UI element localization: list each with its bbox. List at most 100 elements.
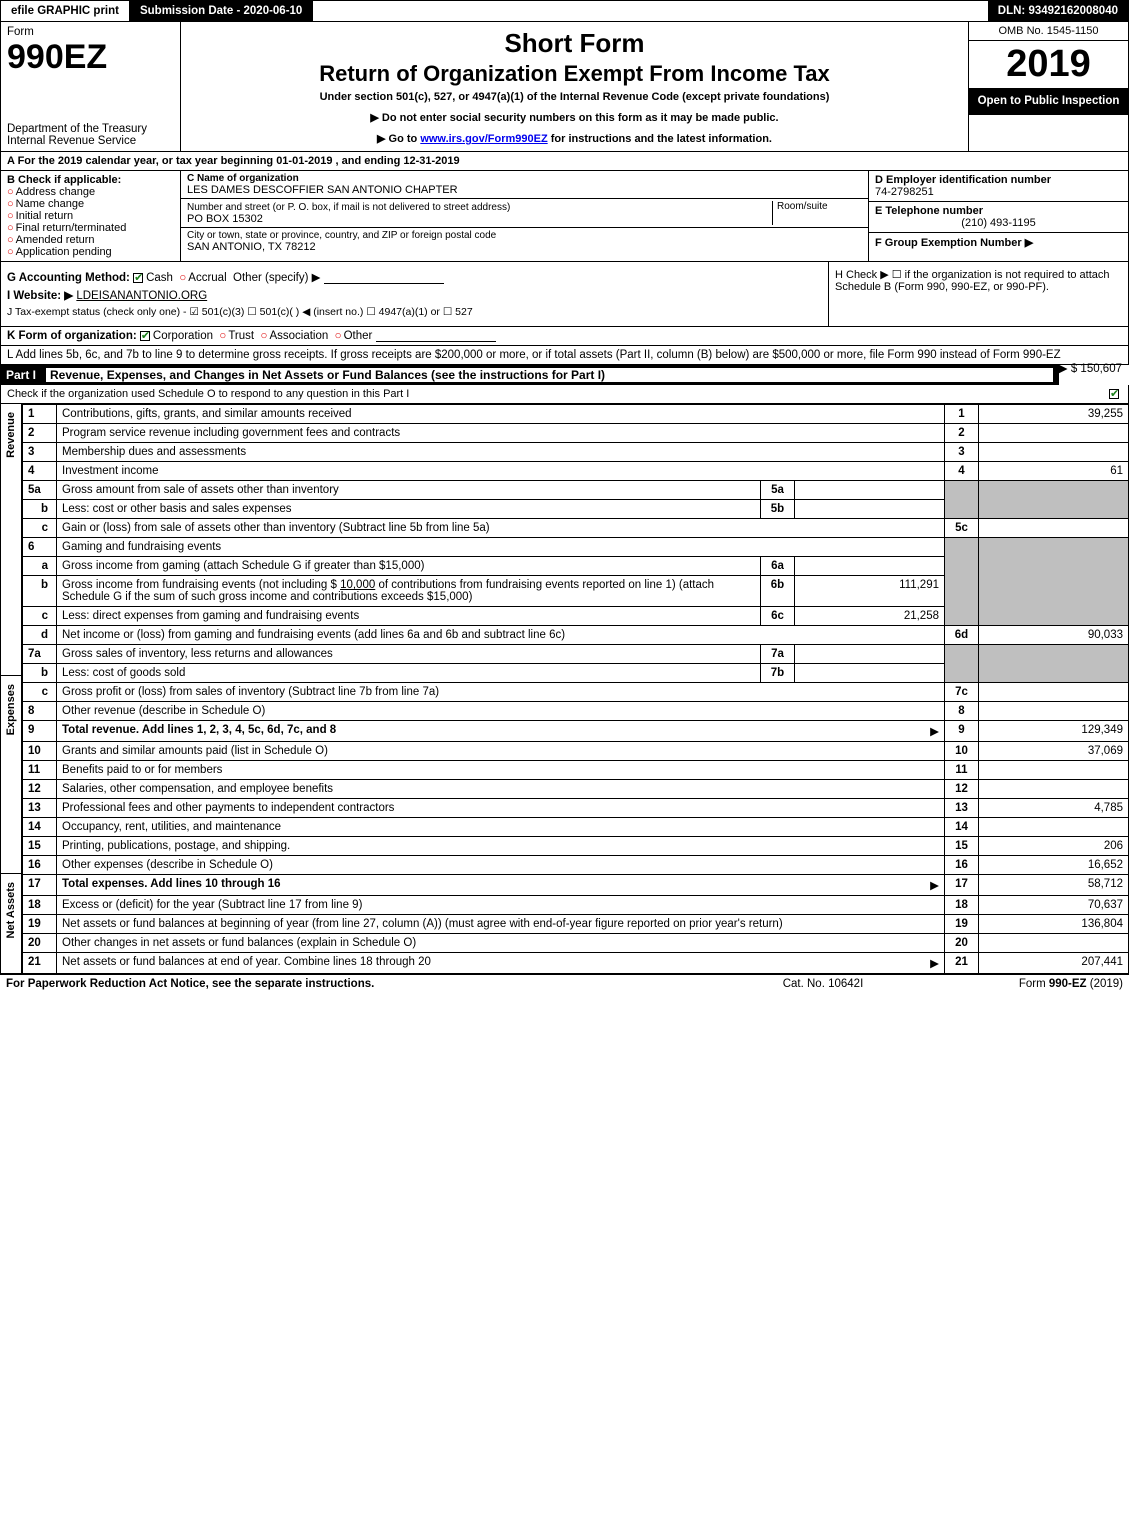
ssn-warning: ▶ Do not enter social security numbers o… xyxy=(189,111,960,124)
header-right: OMB No. 1545-1150 2019 Open to Public In… xyxy=(968,22,1128,151)
c-street-val: PO BOX 15302 xyxy=(187,213,772,225)
g-accrual: Accrual xyxy=(188,272,226,284)
d-val: 74-2798251 xyxy=(875,186,1122,198)
footer-center: Cat. No. 10642I xyxy=(723,978,923,990)
line-11: 11Benefits paid to or for members11 xyxy=(23,761,1129,780)
short-form-title: Short Form xyxy=(189,28,960,59)
e-lbl: E Telephone number xyxy=(875,205,1122,217)
submission-date: Submission Date - 2020-06-10 xyxy=(130,1,313,21)
section-bcdef: B Check if applicable: ○Address change ○… xyxy=(0,171,1129,262)
k-corp-check[interactable] xyxy=(140,331,150,341)
row-a-tax-year: A For the 2019 calendar year, or tax yea… xyxy=(0,152,1129,171)
col-de: D Employer identification number 74-2798… xyxy=(868,171,1128,261)
under-section: Under section 501(c), 527, or 4947(a)(1)… xyxy=(189,91,960,103)
form-number: 990EZ xyxy=(7,38,174,77)
row-l: L Add lines 5b, 6c, and 7b to line 9 to … xyxy=(0,346,1129,365)
goto-post: for instructions and the latest informat… xyxy=(548,133,772,145)
line-6d: dNet income or (loss) from gaming and fu… xyxy=(23,626,1129,645)
top-bar: efile GRAPHIC print Submission Date - 20… xyxy=(0,0,1129,22)
e-row: E Telephone number (210) 493-1195 xyxy=(869,202,1128,233)
k-corp: Corporation xyxy=(153,330,213,342)
side-expenses: Expenses xyxy=(0,676,22,874)
irs-link[interactable]: www.irs.gov/Form990EZ xyxy=(420,133,547,145)
b-item-name[interactable]: ○Name change xyxy=(7,198,174,210)
l-amount: ▶ $ 150,607 xyxy=(1059,361,1122,375)
line-2: 2Program service revenue including gover… xyxy=(23,424,1129,443)
efile-print-button[interactable]: efile GRAPHIC print xyxy=(1,1,130,21)
footer-left: For Paperwork Reduction Act Notice, see … xyxy=(6,978,723,990)
i-line: I Website: ▶ LDEISANANTONIO.ORG xyxy=(7,286,822,304)
col-c: C Name of organization LES DAMES DESCOFF… xyxy=(181,171,868,261)
g-other-fill[interactable] xyxy=(324,272,444,284)
line-17: 17Total expenses. Add lines 10 through 1… xyxy=(23,875,1129,896)
page-footer: For Paperwork Reduction Act Notice, see … xyxy=(0,974,1129,993)
b-item-final[interactable]: ○Final return/terminated xyxy=(7,222,174,234)
b-item-address[interactable]: ○Address change xyxy=(7,186,174,198)
c-room-lbl: Room/suite xyxy=(772,201,862,225)
part-i-body: Revenue Expenses Net Assets 1Contributio… xyxy=(0,404,1129,974)
part-i-schedule-o-check[interactable] xyxy=(1109,389,1119,399)
c-street-lbl: Number and street (or P. O. box, if mail… xyxy=(187,202,510,213)
i-lbl: I Website: ▶ xyxy=(7,290,73,302)
line-15: 15Printing, publications, postage, and s… xyxy=(23,837,1129,856)
c-name-row: C Name of organization LES DAMES DESCOFF… xyxy=(181,171,868,199)
dln-label: DLN: 93492162008040 xyxy=(988,1,1128,21)
b-item-amended[interactable]: ○Amended return xyxy=(7,234,174,246)
j-line: J Tax-exempt status (check only one) - ☑… xyxy=(7,304,822,320)
line-1: 1Contributions, gifts, grants, and simil… xyxy=(23,405,1129,424)
c-name-lbl: C Name of organization xyxy=(187,173,862,184)
c-street-row: Number and street (or P. O. box, if mail… xyxy=(181,199,868,228)
i-val[interactable]: LDEISANANTONIO.ORG xyxy=(76,290,207,302)
k-lbl: K Form of organization: xyxy=(7,330,137,342)
b-item-initial[interactable]: ○Initial return xyxy=(7,210,174,222)
line-7a: 7aGross sales of inventory, less returns… xyxy=(23,645,1129,664)
k-other: Other xyxy=(344,330,373,342)
line-4: 4Investment income461 xyxy=(23,462,1129,481)
omb-number: OMB No. 1545-1150 xyxy=(969,22,1128,41)
topbar-spacer xyxy=(313,1,987,21)
part-i-header: Part I Revenue, Expenses, and Changes in… xyxy=(0,365,1059,385)
gh-right: H Check ▶ ☐ if the organization is not r… xyxy=(828,262,1128,326)
line-5a: 5aGross amount from sale of assets other… xyxy=(23,481,1129,500)
form-label: Form xyxy=(7,26,174,38)
section-gh: G Accounting Method: Cash ○Accrual Other… xyxy=(0,262,1129,327)
side-netassets: Net Assets xyxy=(0,874,22,974)
k-assoc: Association xyxy=(269,330,328,342)
f-lbl: F Group Exemption Number ▶ xyxy=(875,237,1033,249)
g-cash: Cash xyxy=(146,272,173,284)
dept-label: Department of the Treasury xyxy=(7,123,174,135)
line-10: 10Grants and similar amounts paid (list … xyxy=(23,742,1129,761)
line-21: 21Net assets or fund balances at end of … xyxy=(23,953,1129,974)
goto-line: ▶ Go to www.irs.gov/Form990EZ for instru… xyxy=(189,132,960,145)
b-item-pending[interactable]: ○Application pending xyxy=(7,246,174,258)
g-lbl: G Accounting Method: xyxy=(7,272,130,284)
line-13: 13Professional fees and other payments t… xyxy=(23,799,1129,818)
line-18: 18Excess or (deficit) for the year (Subt… xyxy=(23,896,1129,915)
line-12: 12Salaries, other compensation, and empl… xyxy=(23,780,1129,799)
tax-year: 2019 xyxy=(969,41,1128,88)
c-city-val: SAN ANTONIO, TX 78212 xyxy=(187,241,862,253)
k-trust: Trust xyxy=(228,330,254,342)
line-9: 9Total revenue. Add lines 1, 2, 3, 4, 5c… xyxy=(23,721,1129,742)
part-i-title: Revenue, Expenses, and Changes in Net As… xyxy=(46,368,1053,382)
irs-label: Internal Revenue Service xyxy=(7,135,174,147)
line-3: 3Membership dues and assessments3 xyxy=(23,443,1129,462)
line-20: 20Other changes in net assets or fund ba… xyxy=(23,934,1129,953)
row-k: K Form of organization: Corporation ○Tru… xyxy=(0,327,1129,346)
d-row: D Employer identification number 74-2798… xyxy=(869,171,1128,202)
header-left: Form 990EZ Department of the Treasury In… xyxy=(1,22,181,151)
g-line: G Accounting Method: Cash ○Accrual Other… xyxy=(7,268,822,286)
c-name-val: LES DAMES DESCOFFIER SAN ANTONIO CHAPTER xyxy=(187,184,862,196)
footer-right: Form 990-EZ (2019) xyxy=(923,978,1123,990)
line-5c: cGain or (loss) from sale of assets othe… xyxy=(23,519,1129,538)
col-b: B Check if applicable: ○Address change ○… xyxy=(1,171,181,261)
line-19: 19Net assets or fund balances at beginni… xyxy=(23,915,1129,934)
k-other-fill[interactable] xyxy=(376,330,496,342)
g-cash-check[interactable] xyxy=(133,273,143,283)
e-val: (210) 493-1195 xyxy=(875,217,1122,229)
line-8: 8Other revenue (describe in Schedule O)8 xyxy=(23,702,1129,721)
gh-left: G Accounting Method: Cash ○Accrual Other… xyxy=(1,262,828,326)
goto-pre: ▶ Go to xyxy=(377,133,420,145)
line-14: 14Occupancy, rent, utilities, and mainte… xyxy=(23,818,1129,837)
open-public-inspection: Open to Public Inspection xyxy=(969,88,1128,115)
